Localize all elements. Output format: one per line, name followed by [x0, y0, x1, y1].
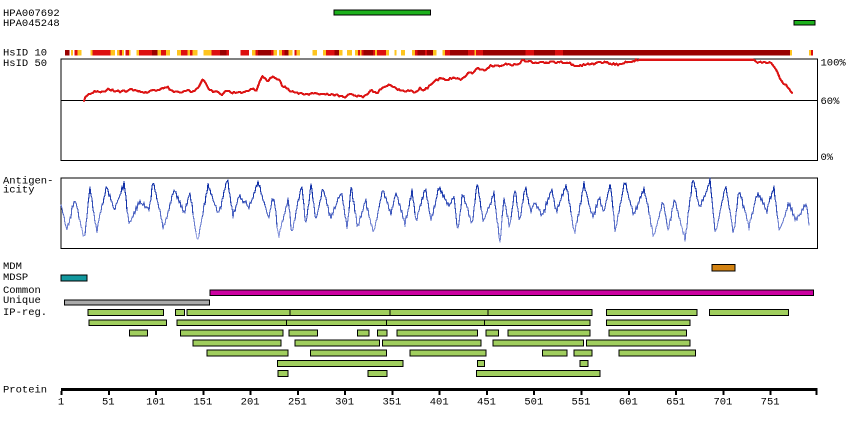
- svg-text:601: 601: [619, 397, 638, 409]
- svg-text:201: 201: [241, 397, 260, 409]
- svg-text:451: 451: [477, 397, 496, 409]
- svg-text:HPA045248: HPA045248: [3, 18, 60, 30]
- svg-text:HsID 50: HsID 50: [3, 58, 47, 70]
- svg-text:551: 551: [572, 397, 591, 409]
- svg-text:IP-reg.: IP-reg.: [3, 307, 47, 319]
- svg-text:101: 101: [146, 397, 165, 409]
- svg-text:701: 701: [713, 397, 732, 409]
- svg-text:HPA007692: HPA007692: [3, 8, 60, 20]
- svg-text:MDM: MDM: [3, 261, 22, 273]
- svg-text:301: 301: [335, 397, 354, 409]
- svg-text:151: 151: [193, 397, 212, 409]
- svg-text:Protein: Protein: [3, 385, 47, 397]
- svg-text:60%: 60%: [821, 96, 841, 108]
- svg-text:Common: Common: [3, 285, 41, 297]
- svg-text:0%: 0%: [821, 152, 834, 164]
- svg-text:51: 51: [102, 397, 115, 409]
- svg-text:401: 401: [430, 397, 449, 409]
- svg-text:751: 751: [761, 397, 780, 409]
- svg-text:Unique: Unique: [3, 295, 41, 307]
- svg-text:501: 501: [524, 397, 543, 409]
- svg-text:HsID 10: HsID 10: [3, 48, 47, 60]
- svg-text:MDSP: MDSP: [3, 272, 28, 284]
- svg-text:100%: 100%: [821, 57, 847, 69]
- svg-text:1: 1: [58, 397, 64, 409]
- svg-text:651: 651: [666, 397, 685, 409]
- svg-text:251: 251: [288, 397, 307, 409]
- svg-text:Antigen-: Antigen-: [3, 175, 53, 187]
- svg-text:icity: icity: [3, 184, 35, 196]
- svg-text:351: 351: [382, 397, 401, 409]
